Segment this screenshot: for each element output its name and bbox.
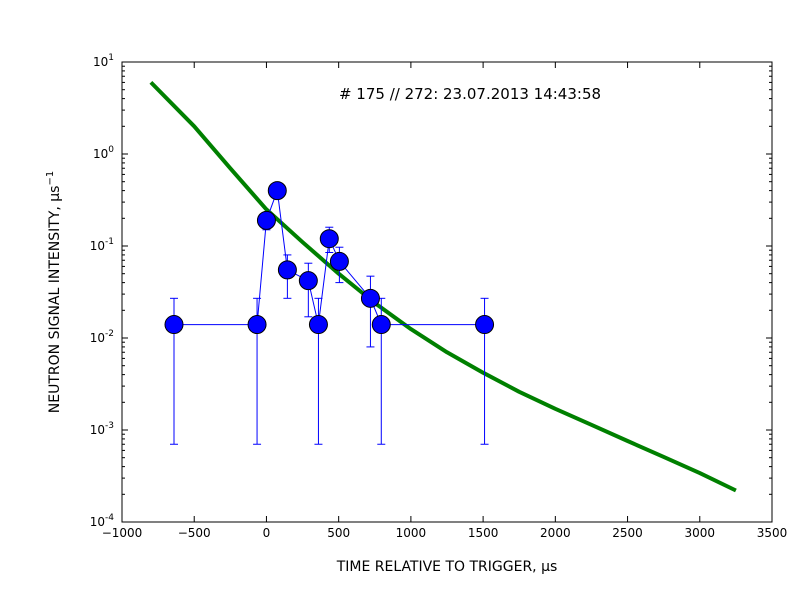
y-tick-label: 10-3 — [90, 421, 114, 437]
y-tick-base: 10 — [93, 147, 108, 161]
x-tick-label: −500 — [178, 526, 211, 540]
y-tick-exponent: -4 — [105, 513, 114, 523]
x-axis-label: TIME RELATIVE TO TRIGGER, μs — [336, 559, 558, 575]
data-layer — [164, 181, 495, 445]
data-series-line — [174, 190, 485, 326]
x-tick-label: 1000 — [396, 526, 427, 540]
data-point — [267, 181, 287, 201]
x-tick-label: 3500 — [757, 526, 788, 540]
y-tick-exponent: 0 — [108, 145, 114, 155]
y-tick-exponent: -2 — [105, 329, 114, 339]
x-tick-label: 2500 — [612, 526, 643, 540]
y-tick-exponent: -1 — [105, 237, 114, 247]
y-tick-label: 101 — [93, 53, 114, 69]
data-point — [277, 260, 297, 280]
fit-curve — [149, 80, 737, 493]
x-tick-label: 500 — [327, 526, 350, 540]
x-tick-label: 3000 — [685, 526, 716, 540]
data-point — [360, 288, 380, 308]
y-axis-label-text: NEUTRON SIGNAL INTENSITY, μs — [47, 186, 63, 414]
y-axis-label: NEUTRON SIGNAL INTENSITY, μs−1 — [45, 171, 63, 413]
data-point — [475, 315, 495, 335]
data-point — [298, 271, 318, 291]
data-point — [371, 315, 391, 335]
data-point — [164, 315, 184, 335]
y-tick-exponent: -3 — [105, 421, 114, 431]
y-tick-label: 10-4 — [90, 513, 115, 529]
y-tick-base: 10 — [93, 55, 108, 69]
data-point — [319, 229, 339, 249]
y-axis-label-exponent: −1 — [45, 171, 56, 186]
y-tick-base: 10 — [90, 423, 105, 437]
x-tick-label: 1500 — [468, 526, 499, 540]
ticks-layer: −1000 −500 0 500 1000 1500 2000 2500 3000 3500101… — [90, 53, 788, 540]
y-tick-label: 100 — [93, 145, 114, 161]
data-point — [256, 210, 276, 230]
plot-frame — [121, 61, 773, 523]
chart-annotation: # 175 // 272: 23.07.2013 14:43:58 — [339, 85, 601, 103]
x-tick-label: 0 — [263, 526, 271, 540]
y-tick-label: 10-2 — [90, 329, 114, 345]
data-point — [329, 251, 349, 271]
y-tick-base: 10 — [90, 515, 105, 529]
y-tick-label: 10-1 — [90, 237, 114, 253]
data-point — [247, 315, 267, 335]
y-tick-exponent: 1 — [108, 53, 114, 63]
data-point — [308, 315, 328, 335]
x-tick-label: 2000 — [540, 526, 571, 540]
y-tick-base: 10 — [90, 331, 105, 345]
x-tick-label: −1000 — [102, 526, 143, 540]
fit-layer — [149, 80, 737, 493]
y-tick-base: 10 — [90, 239, 105, 253]
